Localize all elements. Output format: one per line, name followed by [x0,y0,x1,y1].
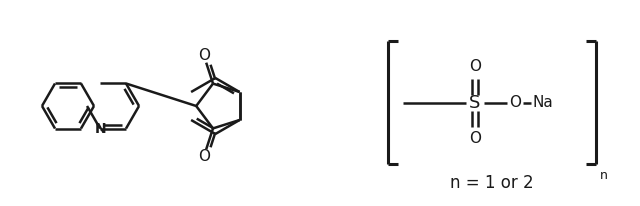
Text: O: O [198,48,210,63]
Text: n: n [600,169,608,182]
Text: S: S [469,94,481,111]
Text: O: O [509,95,521,110]
Text: O: O [198,149,210,164]
Text: Na: Na [532,95,554,110]
Text: O: O [469,131,481,146]
Text: n = 1 or 2: n = 1 or 2 [450,174,534,192]
Text: O: O [469,59,481,74]
Text: N: N [95,122,107,136]
